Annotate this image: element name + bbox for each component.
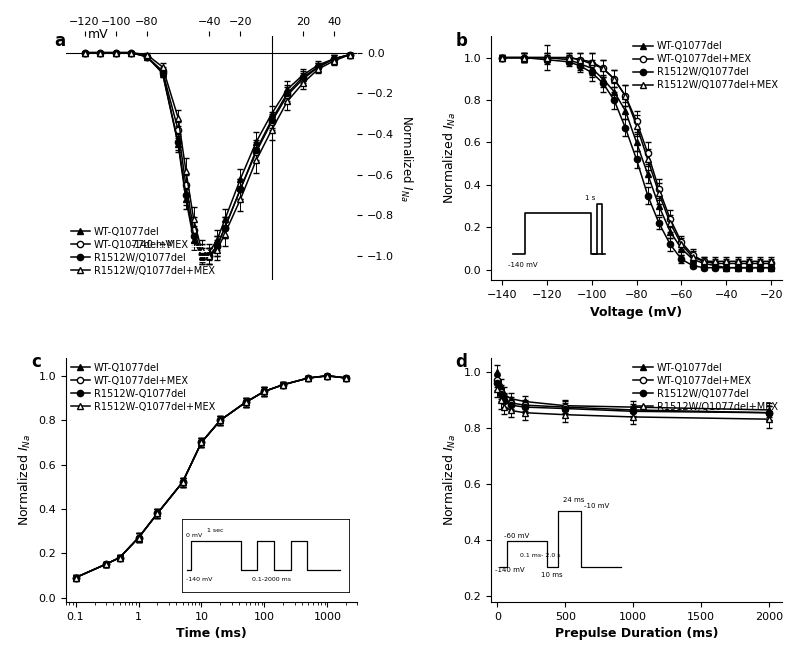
X-axis label: Voltage (mV): Voltage (mV) bbox=[590, 306, 682, 319]
Legend: WT-Q1077del, WT-Q1077del+MEX, R1512W/Q1077del, R1512W/Q1077del+MEX: WT-Q1077del, WT-Q1077del+MEX, R1512W/Q10… bbox=[70, 227, 215, 275]
Legend: WT-Q1077del, WT-Q1077del+MEX, R1512W/Q1077del, R1512W/Q1077del+MEX: WT-Q1077del, WT-Q1077del+MEX, R1512W/Q10… bbox=[633, 41, 778, 90]
Y-axis label: Normalized $I_{Na}$: Normalized $I_{Na}$ bbox=[442, 112, 458, 204]
Text: c: c bbox=[30, 353, 41, 371]
X-axis label: Prepulse Duration (ms): Prepulse Duration (ms) bbox=[554, 627, 718, 641]
Y-axis label: Normalized $I_{Na}$: Normalized $I_{Na}$ bbox=[398, 115, 414, 202]
Y-axis label: Normalized $I_{Na}$: Normalized $I_{Na}$ bbox=[442, 434, 458, 526]
Text: -140 mV: -140 mV bbox=[131, 240, 173, 250]
Text: a: a bbox=[54, 32, 66, 49]
Legend: WT-Q1077del, WT-Q1077del+MEX, R1512W/Q1077del, R1512W/Q1077del+MEX: WT-Q1077del, WT-Q1077del+MEX, R1512W/Q10… bbox=[633, 363, 778, 412]
Y-axis label: Normalized $I_{Na}$: Normalized $I_{Na}$ bbox=[17, 434, 33, 526]
Text: b: b bbox=[456, 32, 467, 49]
Text: d: d bbox=[456, 353, 467, 371]
Text: mV: mV bbox=[88, 28, 108, 41]
Legend: WT-Q1077del, WT-Q1077del+MEX, R1512W-Q1077del, R1512W-Q1077del+MEX: WT-Q1077del, WT-Q1077del+MEX, R1512W-Q10… bbox=[70, 363, 215, 412]
X-axis label: Time (ms): Time (ms) bbox=[176, 627, 247, 641]
